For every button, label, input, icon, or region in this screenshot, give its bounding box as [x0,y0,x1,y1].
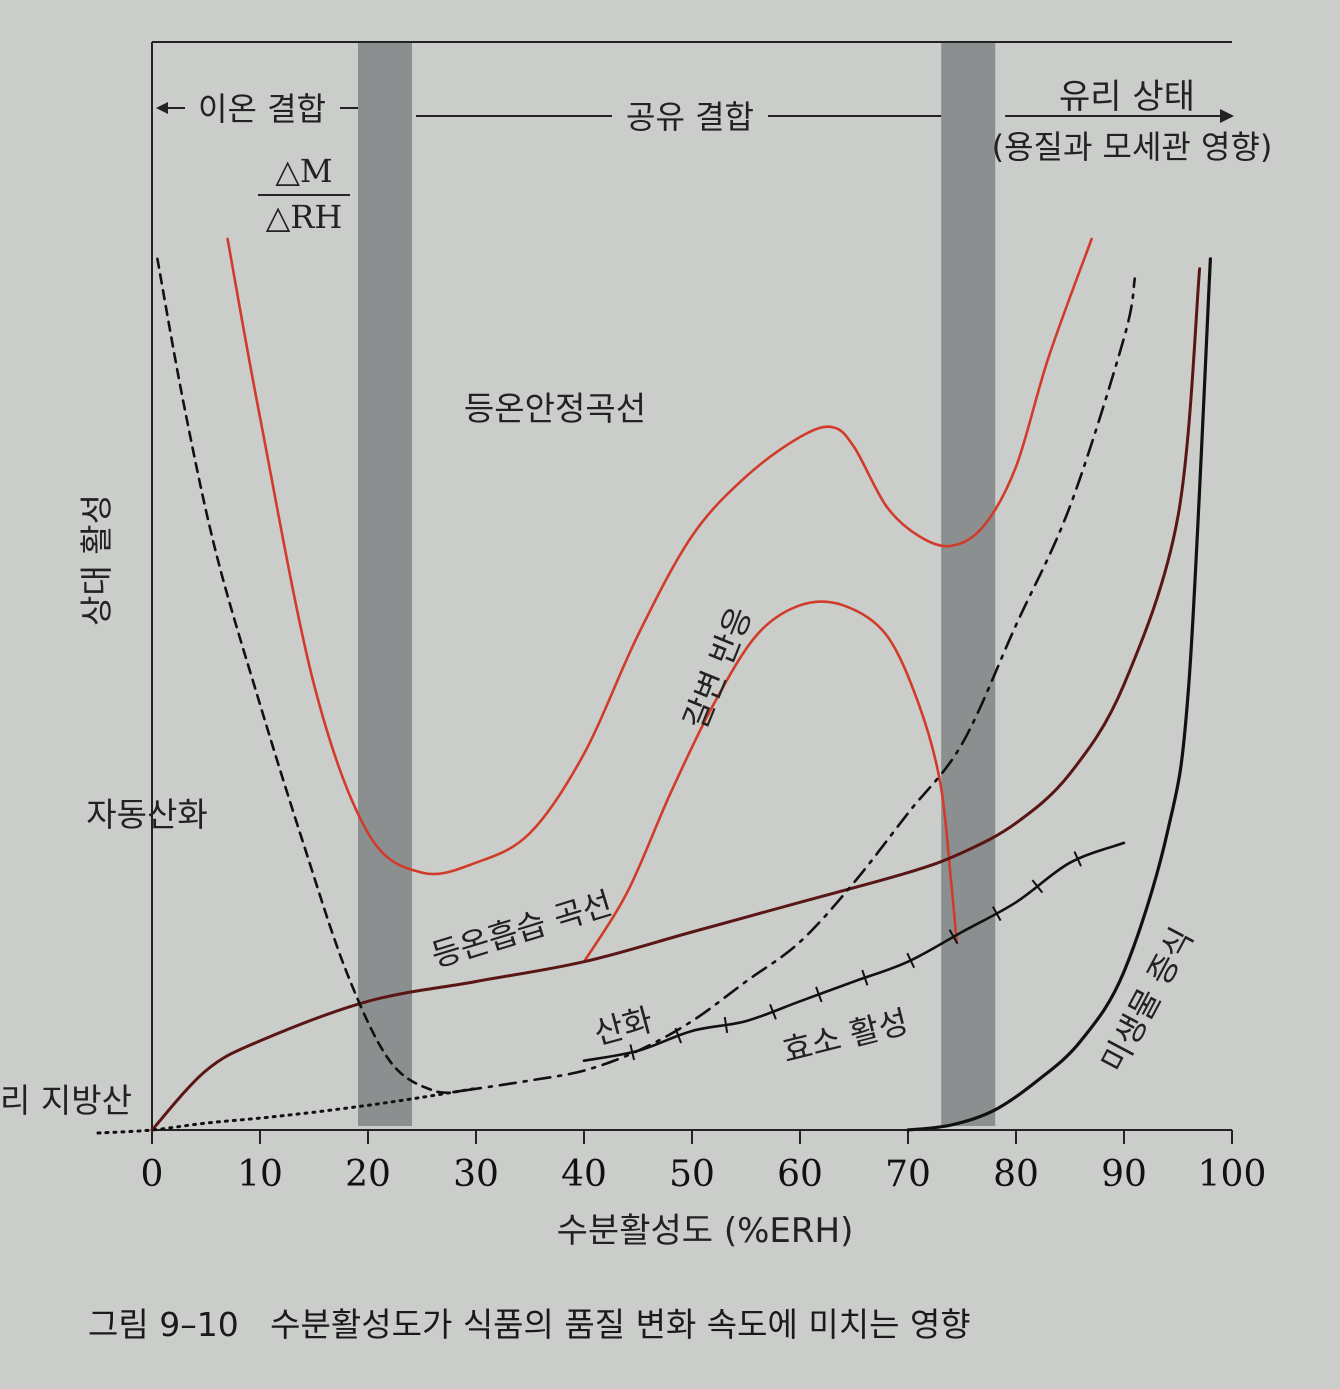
series-line-autoxidation [156,257,467,1094]
region-arrows [156,102,1234,123]
x-tick-label-100: 100 [1198,1154,1267,1195]
series-line-browning [582,600,958,963]
arrowhead-left [156,102,168,114]
series-line-microbial-growth [906,257,1212,1132]
x-tick-label-40: 40 [561,1154,607,1195]
dm-denominator: △RH [266,198,343,236]
series-line-sorption-isotherm [150,267,1202,1132]
x-tick-label-70: 70 [885,1154,931,1195]
shaded-bands [358,42,996,1126]
x-tick-label-90: 90 [1101,1154,1147,1195]
region-label-ionic: 이온 결합 [198,90,326,128]
series-layer [96,237,1212,1135]
series-line-oxidation [463,277,1137,1092]
enzyme-tick-3 [723,1016,729,1034]
axes: 0 10 20 30 40 50 60 70 80 90 100 [141,41,1267,1195]
region-sublabel-free: (용질과 모세관 영향) [992,128,1273,166]
enzyme-tick-5 [815,986,823,1003]
arrowhead-right [1220,109,1234,123]
region-label-covalent: 공유 결합 [626,98,754,136]
enzyme-tick-9 [992,906,1002,922]
enzyme-tick-6 [861,969,869,986]
enzyme-tick-10 [1031,879,1044,894]
region-header: 이온 결합 공유 결합 유리 상태 (용질과 모세관 영향) [198,77,1272,166]
enzyme-tick-8 [948,929,959,945]
enzyme-tick-7 [906,952,916,969]
enzyme-tick-2 [674,1027,683,1044]
x-tick-label-20: 20 [345,1154,391,1195]
y-axis-title: 상대 활성 [77,494,116,626]
series-line-dotted-baseline [96,1086,478,1135]
shaded-band-1 [941,42,996,1126]
x-tick-label-60: 60 [777,1154,823,1195]
label-isotherm-stability: 등온안정곡선 [464,389,646,428]
enzyme-tick-4 [769,1003,777,1020]
label-autoxidation: 자동산화 [86,795,207,834]
x-axis-title: 수분활성도 (%ERH) [557,1211,854,1251]
series-line-isotherm-stability [226,237,1093,876]
x-tick-label-10: 10 [237,1154,283,1195]
x-tick-label-80: 80 [993,1154,1039,1195]
shaded-band-0 [358,42,412,1126]
region-label-free: 유리 상태 [1059,77,1195,117]
figure-caption: 그림 9–10 수분활성도가 식품의 품질 변화 속도에 미치는 영향 [88,1305,971,1344]
x-tick-label-30: 30 [453,1154,499,1195]
x-tick-label-0: 0 [141,1154,164,1195]
enzyme-tick-11 [1073,851,1082,867]
x-tick-label-50: 50 [669,1154,715,1195]
dm-numerator: △M [275,152,332,190]
enzyme-tick-1 [629,1044,636,1061]
label-fatty-acid: 리 지방산 [0,1081,132,1120]
dm-drh-annotation: △M △RH [258,152,350,236]
